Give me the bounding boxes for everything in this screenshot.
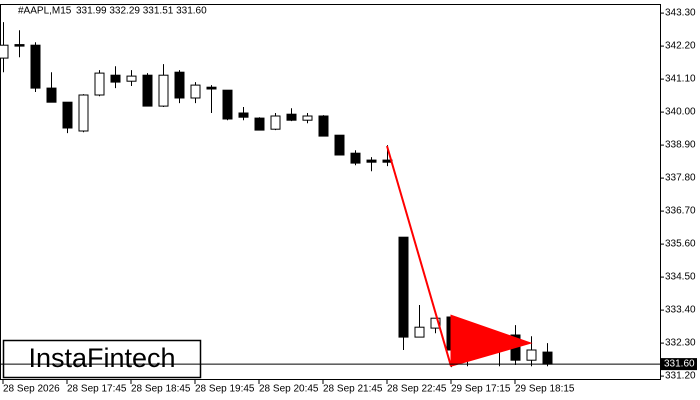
y-tick-label: 342.20 <box>665 41 696 52</box>
plot <box>0 22 553 368</box>
candle-body <box>222 89 233 120</box>
candle-body <box>62 101 73 129</box>
candle-body <box>350 152 361 164</box>
candle-body <box>254 117 265 131</box>
candle-body <box>542 351 553 365</box>
y-tick-label: 335.60 <box>665 239 696 250</box>
y-tick-label: 333.40 <box>665 305 696 316</box>
logo: InstaFintech <box>28 343 175 373</box>
candle-body <box>14 44 25 47</box>
candle-body <box>190 84 201 99</box>
y-tick-label: 332.30 <box>665 338 696 349</box>
pattern-pennant <box>450 314 533 367</box>
price-label: 331.60 <box>664 359 695 370</box>
candle-body <box>30 44 41 89</box>
candle-body <box>526 349 537 361</box>
candle-body <box>302 115 313 121</box>
candle-body <box>78 94 89 132</box>
candle-body <box>174 71 185 99</box>
candle-body <box>46 87 57 103</box>
x-tick-label: 28 Sep 22:45 <box>387 384 447 395</box>
candle-body <box>94 72 105 96</box>
candle-body <box>414 326 425 338</box>
candle-body <box>206 86 217 90</box>
price-label-box <box>661 358 697 371</box>
y-tick-label: 340.00 <box>665 107 696 118</box>
candle-body <box>0 44 9 59</box>
x-tick-label: 28 Sep 19:45 <box>195 384 255 395</box>
plot-frame <box>0 4 661 380</box>
candle-body <box>110 74 121 83</box>
candle-body <box>270 115 281 130</box>
candle-body <box>318 115 329 137</box>
y-tick-label: 337.80 <box>665 173 696 184</box>
y-tick-label: 343.30 <box>665 8 696 19</box>
ohlc-text: 331.99 332.29 331.51 331.60 <box>76 6 207 17</box>
x-tick-label: 28 Sep 20:45 <box>259 384 319 395</box>
pattern-pole <box>386 145 452 367</box>
logo-box <box>2 339 202 379</box>
candle-body <box>398 236 409 338</box>
candle-body <box>126 75 137 82</box>
y-tick-label: 331.20 <box>665 371 696 382</box>
y-tick-label: 338.90 <box>665 140 696 151</box>
candle-body <box>238 112 249 118</box>
candle-body <box>158 74 169 107</box>
x-tick-label: 28 Sep 17:45 <box>67 384 127 395</box>
y-tick-label: 336.70 <box>665 206 696 217</box>
x-tick-label: 29 Sep 18:15 <box>515 384 575 395</box>
y-tick-label: 341.10 <box>665 74 696 85</box>
x-tick-label: 28 Sep 21:45 <box>323 384 383 395</box>
x-tick-label: 28 Sep 18:45 <box>131 384 191 395</box>
y-tick-label: 334.50 <box>665 272 696 283</box>
candle-body <box>334 134 345 156</box>
x-tick-label: 28 Sep 2026 <box>3 384 60 395</box>
candle-body <box>286 113 297 121</box>
symbol: #AAPL,M15 <box>18 6 72 17</box>
candle-body <box>366 159 377 163</box>
x-tick-label: 29 Sep 17:15 <box>451 384 511 395</box>
candle-body <box>430 317 441 329</box>
candle-body <box>142 74 153 107</box>
